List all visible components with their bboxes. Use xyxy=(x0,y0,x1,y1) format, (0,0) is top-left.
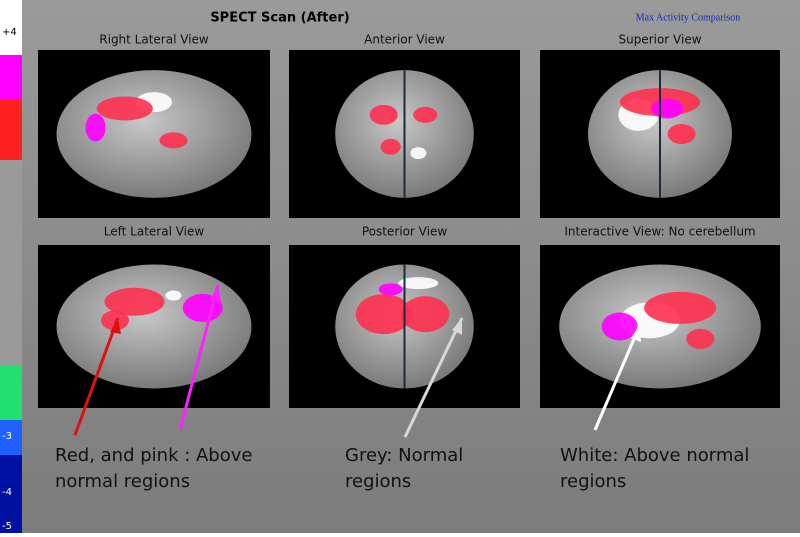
view-label: Anterior View xyxy=(364,33,445,47)
annotation: Grey: Normal xyxy=(345,445,463,466)
annotation: regions xyxy=(560,471,626,492)
activity-region xyxy=(96,96,153,121)
activity-region xyxy=(410,147,427,160)
view-label: Superior View xyxy=(618,33,701,47)
annotation: Red, and pink : Above xyxy=(55,445,252,466)
activity-region xyxy=(378,283,403,296)
activity-region xyxy=(686,328,715,349)
brain xyxy=(56,264,252,389)
activity-region xyxy=(413,106,438,123)
activity-region xyxy=(85,113,106,142)
arrows xyxy=(73,284,642,438)
title: SPECT Scan (After) xyxy=(210,11,349,26)
activity-region xyxy=(651,98,684,119)
scale-label: -4 xyxy=(2,487,12,498)
activity-region xyxy=(104,287,165,316)
view-label: Right Lateral View xyxy=(99,33,209,47)
activity-region xyxy=(101,310,130,331)
activity-region xyxy=(644,291,717,324)
annotation: normal regions xyxy=(55,471,190,492)
view-label: Posterior View xyxy=(362,225,448,239)
annotation: regions xyxy=(345,471,411,492)
activity-region xyxy=(159,132,188,149)
view-label: Interactive View: No cerebellum xyxy=(564,225,755,239)
activity-region xyxy=(165,290,182,301)
activity-region xyxy=(667,124,696,144)
annotations: Red, and pink : Above normal regions Gre… xyxy=(55,445,749,492)
activity-region xyxy=(355,294,412,335)
subtitle: Max Activity Comparison xyxy=(636,12,740,23)
brain xyxy=(56,70,252,198)
scale-label: +4 xyxy=(2,27,17,38)
activity-region xyxy=(601,312,638,341)
view-label: Left Lateral View xyxy=(104,225,205,239)
activity-region xyxy=(369,104,398,125)
annotation: White: Above normal xyxy=(560,445,749,466)
scale-label: -3 xyxy=(2,431,12,442)
scale-label: -5 xyxy=(2,521,12,532)
activity-region xyxy=(401,296,450,333)
panels: Right Lateral View Anterior View Superior … xyxy=(38,33,780,408)
activity-region xyxy=(380,138,401,155)
color-scale xyxy=(0,0,22,533)
activity-region xyxy=(398,277,439,290)
